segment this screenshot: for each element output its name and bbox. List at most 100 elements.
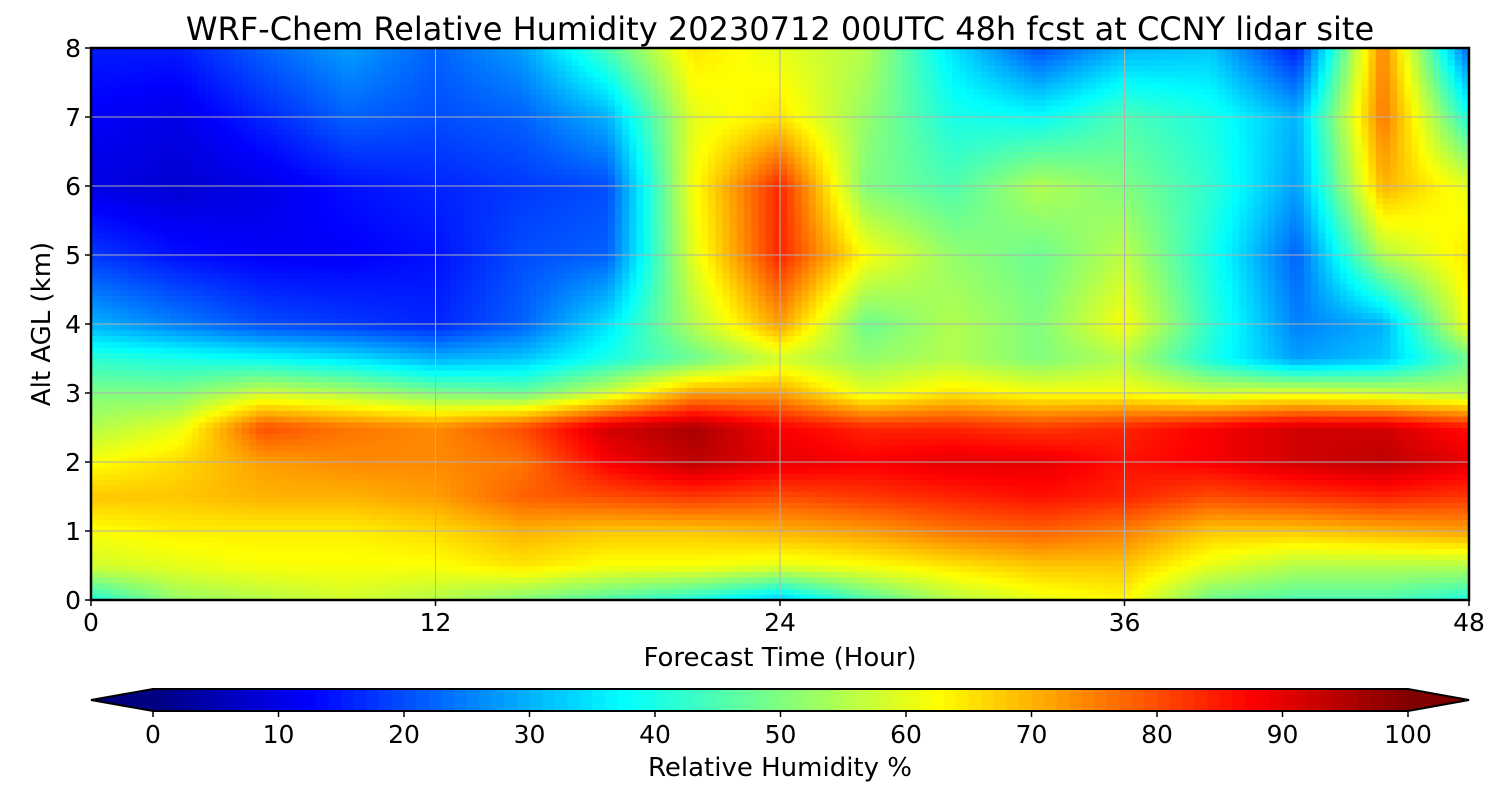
heatmap-cell [184,496,193,503]
heatmap-cell [973,559,982,567]
heatmap-cell [686,479,695,486]
heatmap-cell [1325,565,1334,572]
heatmap-cell [966,554,975,561]
heatmap-cell [679,456,688,463]
heatmap-cell [213,577,221,584]
heatmap-cell [1361,467,1370,475]
heatmap-cell [937,548,946,555]
heatmap-cell [1045,582,1054,590]
heatmap-cell [815,519,824,526]
heatmap-cell [980,582,989,590]
heatmap-cell [1425,479,1434,486]
heatmap-cell [772,525,781,532]
heatmap-cell [191,588,200,595]
heatmap-cell [902,571,910,578]
heatmap-cell [851,513,860,521]
heatmap-cell [1160,536,1169,544]
heatmap-cell [858,531,867,538]
heatmap-cell [126,571,135,578]
heatmap-cell [650,565,659,572]
heatmap-cell [335,473,343,480]
heatmap-cell [1325,502,1334,509]
heatmap-cell [593,588,602,595]
heatmap-cell [1253,473,1262,480]
heatmap-cell [263,571,272,578]
heatmap-cell [1375,490,1384,498]
heatmap-cell [1354,508,1362,515]
heatmap-cell [457,525,465,532]
heatmap-cell [263,577,272,584]
heatmap-cell [442,502,451,509]
heatmap-cell [1325,508,1334,515]
heatmap-cell [902,485,910,492]
heatmap-cell [141,496,150,503]
heatmap-cell [478,519,487,526]
heatmap-cell [478,565,487,572]
heatmap-cell [1339,479,1348,486]
heatmap-cell [1059,594,1068,600]
heatmap-cell [205,519,214,526]
heatmap-cell [679,559,688,567]
heatmap-cell [320,479,329,486]
heatmap-cell [1440,525,1449,532]
heatmap-cell [751,450,760,457]
heatmap-cell [1325,577,1334,584]
heatmap-cell [600,548,609,555]
heatmap-cell [1318,490,1327,498]
heatmap-cell [1059,577,1068,584]
heatmap-cell [449,467,458,475]
heatmap-cell [959,485,968,492]
heatmap-cell [263,473,272,480]
heatmap-cell [241,536,250,544]
heatmap-cell [995,479,1004,486]
heatmap-cell [98,531,106,538]
heatmap-cell [636,565,645,572]
heatmap-cell [105,444,114,452]
heatmap-cell [141,485,150,492]
heatmap-cell [1102,456,1111,463]
heatmap-cell [672,588,681,595]
heatmap-cell [665,525,673,532]
heatmap-cell [1009,565,1018,572]
heatmap-cell [1397,554,1406,561]
heatmap-cell [1160,542,1169,549]
heatmap-cell [1009,594,1018,600]
heatmap-cell [945,485,953,492]
heatmap-cell [858,588,867,595]
heatmap-cell [837,462,846,469]
heatmap-cell [1239,525,1248,532]
heatmap-cell [535,519,544,526]
heatmap-cell [277,548,286,555]
heatmap-cell [894,519,903,526]
heatmap-cell [1390,565,1398,572]
heatmap-cell [370,490,379,498]
heatmap-cell [959,467,968,475]
heatmap-cell [945,571,953,578]
heatmap-cell [1052,456,1061,463]
heatmap-cell [614,559,623,567]
heatmap-cell [909,536,917,544]
heatmap-cell [363,473,372,480]
heatmap-cell [1368,542,1377,549]
heatmap-cell [887,525,896,532]
heatmap-cell [1433,502,1441,509]
heatmap-cell [385,502,394,509]
heatmap-cell [241,582,250,590]
heatmap-cell [413,496,422,503]
heatmap-cell [335,582,343,590]
heatmap-cell [858,467,867,475]
heatmap-cell [571,508,580,515]
heatmap-cell [306,467,315,475]
heatmap-cell [614,462,623,469]
heatmap-cell [1425,571,1434,578]
heatmap-cell [492,462,501,469]
heatmap-cell [1189,485,1197,492]
heatmap-cell [277,467,286,475]
heatmap-cell [765,496,774,503]
heatmap-cell [1131,531,1140,538]
heatmap-cell [1411,565,1420,572]
heatmap-cell [1296,582,1305,590]
heatmap-cell [650,525,659,532]
heatmap-cell [1447,571,1456,578]
heatmap-cell [191,554,200,561]
